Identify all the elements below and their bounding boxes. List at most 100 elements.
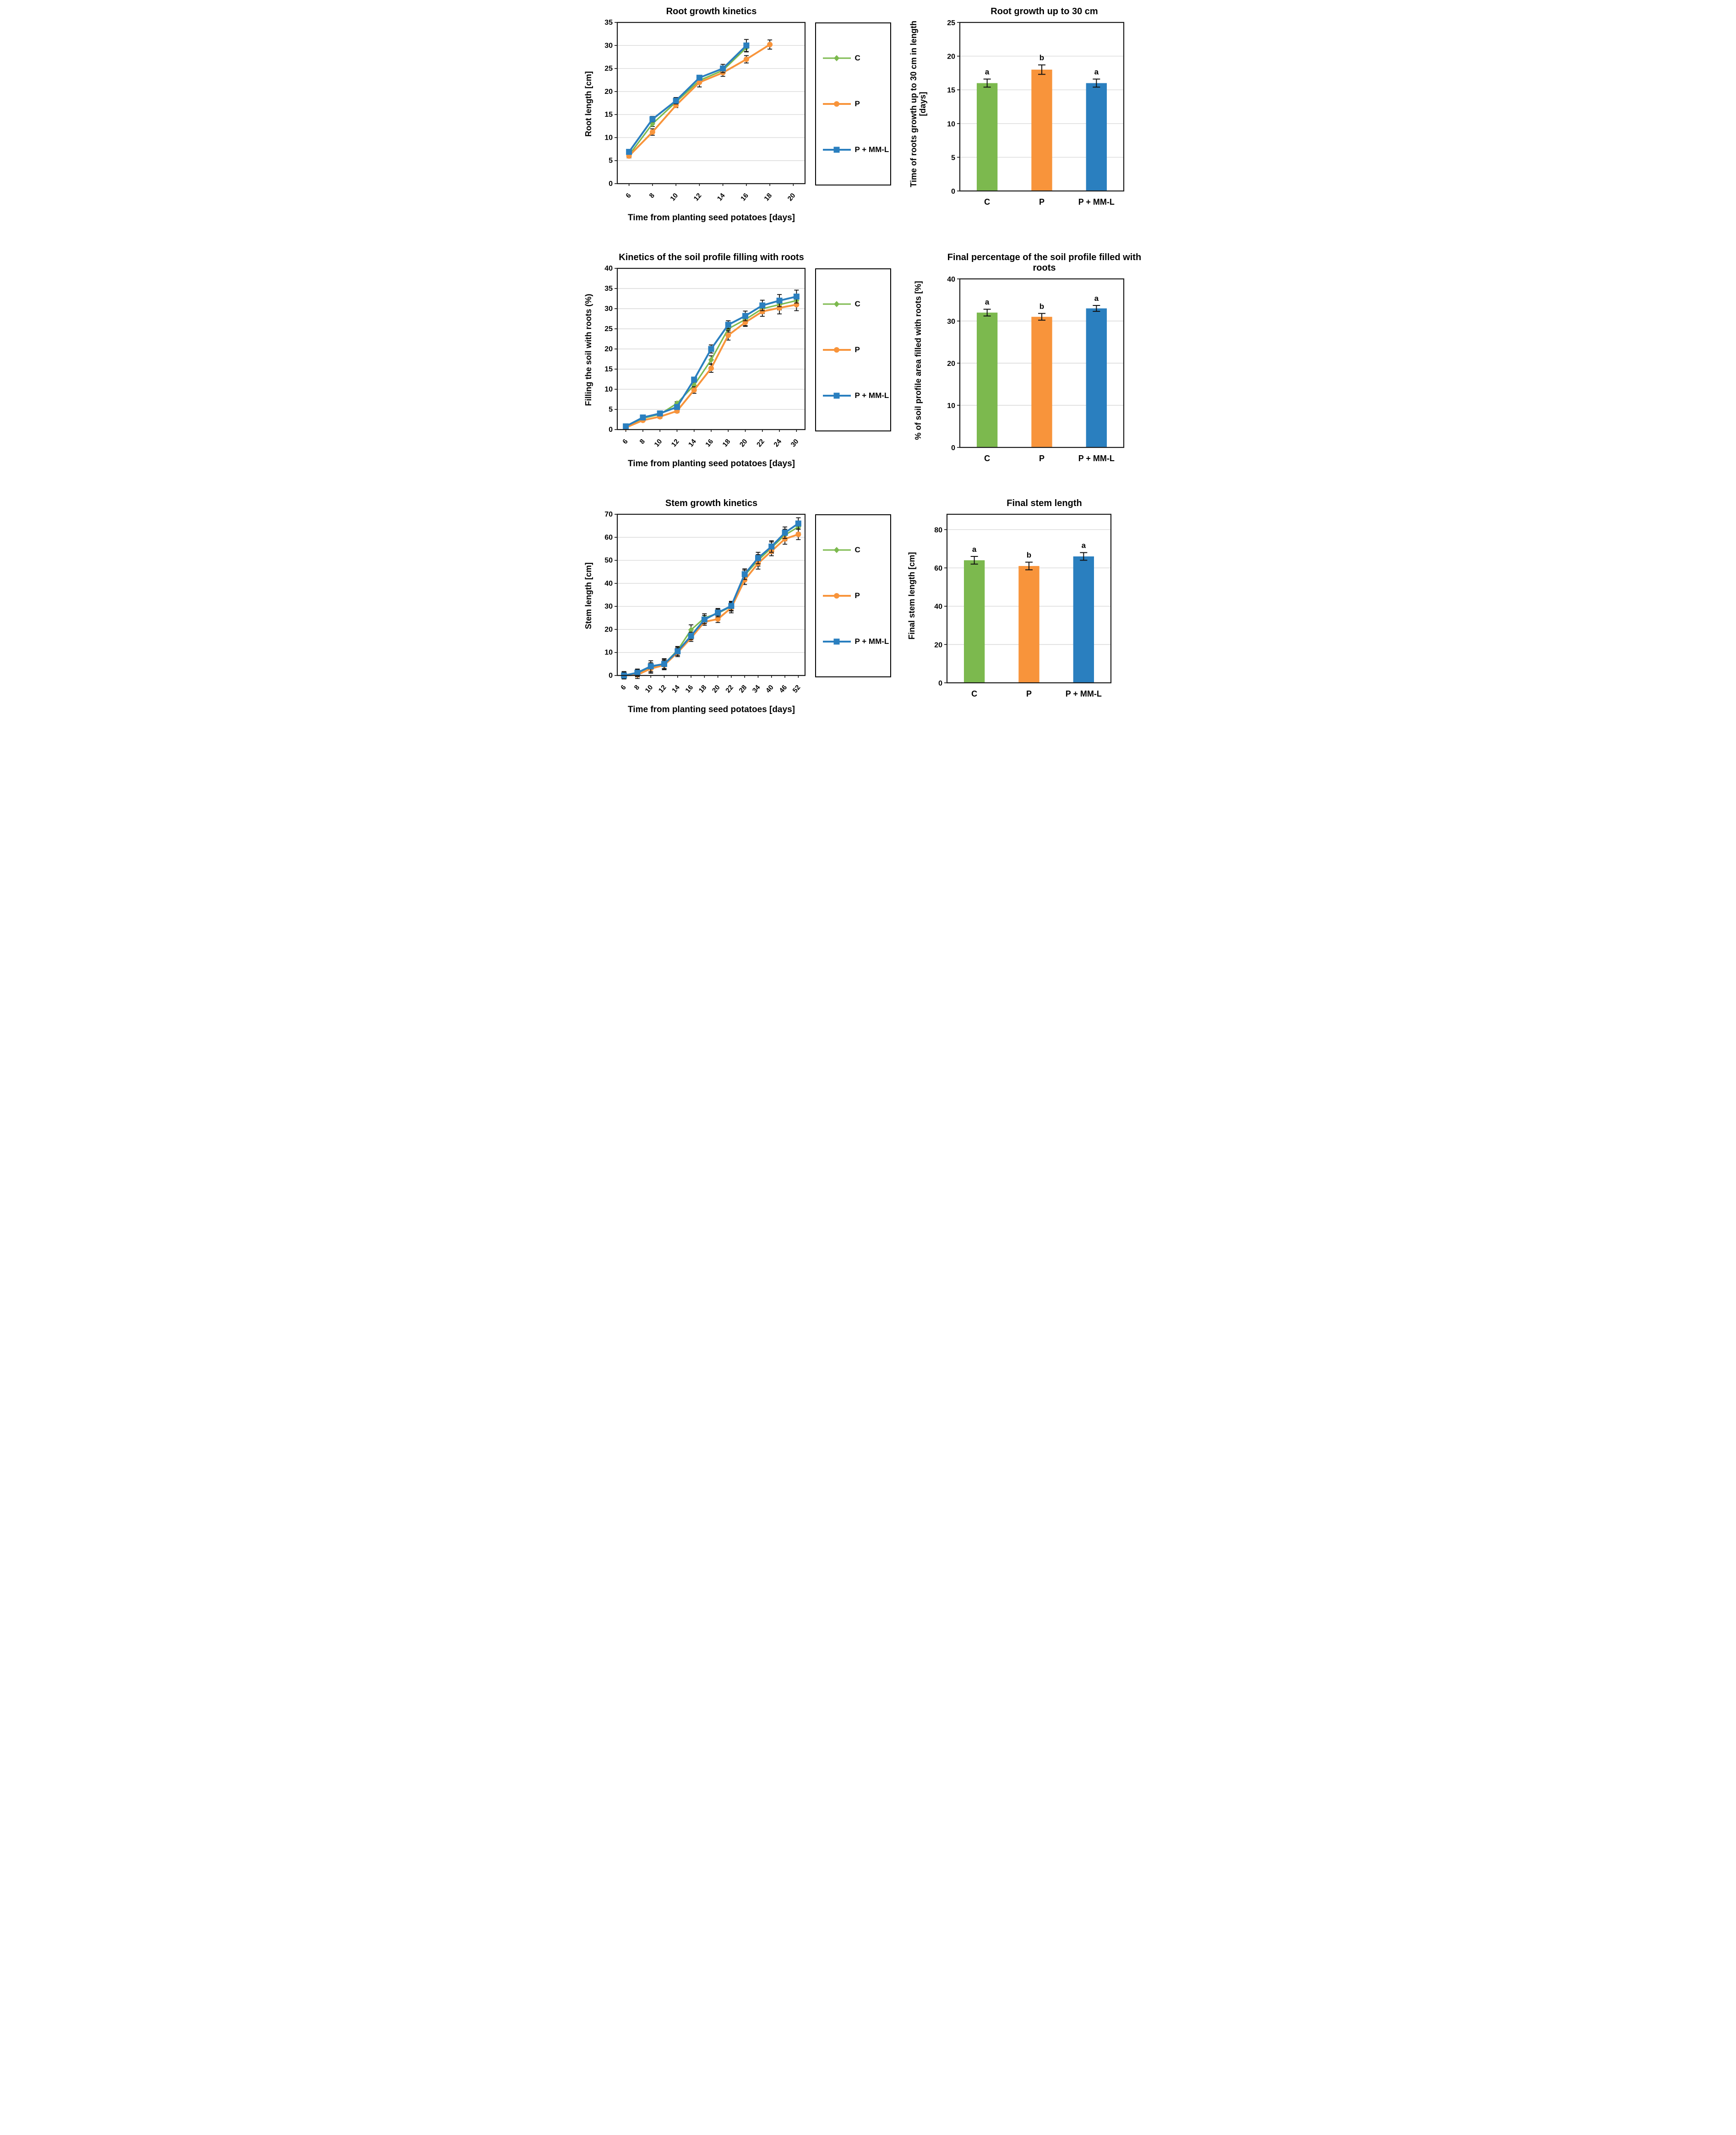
svg-text:C: C [984, 454, 990, 463]
svg-text:12: 12 [657, 684, 668, 695]
svg-text:20: 20 [604, 345, 613, 353]
svg-text:a: a [1094, 68, 1099, 76]
legend-item-c: C [822, 54, 890, 63]
square-marker-icon [822, 638, 851, 645]
svg-text:5: 5 [609, 157, 613, 165]
legend-item-c: C [822, 545, 890, 555]
x-axis-label: Time from planting seed potatoes [days] [628, 213, 795, 223]
svg-text:20: 20 [934, 641, 942, 649]
svg-text:52: 52 [791, 684, 802, 695]
svg-text:25: 25 [947, 19, 955, 27]
svg-text:22: 22 [724, 684, 735, 695]
chart-title: Root growth kinetics [666, 6, 757, 16]
svg-text:14: 14 [687, 437, 698, 448]
svg-text:20: 20 [710, 684, 721, 695]
legend-box: C P P + MM-L [815, 514, 891, 677]
soil-profile-filling-plot: 0 5 10 15 20 25 30 35 40 6 8 10 12 14 16 18 20 22 24 30 [604, 265, 805, 449]
legend-label: P [854, 591, 860, 600]
svg-text:8: 8 [648, 192, 656, 200]
svg-text:P + MM-L: P + MM-L [1078, 454, 1114, 463]
final-stem-length-plot: 0 20 40 60 80 a Cb Pa P + MM-L [934, 513, 1111, 698]
svg-text:40: 40 [934, 603, 942, 611]
svg-text:40: 40 [604, 265, 613, 272]
svg-text:15: 15 [947, 87, 955, 94]
svg-text:28: 28 [737, 684, 748, 695]
panel-soil-profile-filling-kinetics: Kinetics of the soil profile filling wit… [582, 252, 905, 469]
panel-root-growth-kinetics: Root growth kinetics Root length [cm] 0 5… [582, 6, 905, 223]
legend-box: C P P + MM-L [815, 268, 891, 431]
y-axis-label: % of soil profile area filled with roots… [913, 281, 923, 440]
svg-text:10: 10 [643, 684, 654, 695]
svg-text:40: 40 [947, 276, 955, 283]
svg-text:46: 46 [778, 684, 789, 695]
svg-text:P + MM-L: P + MM-L [1078, 197, 1114, 207]
legend-label: P + MM-L [854, 637, 889, 646]
legend-label: P + MM-L [854, 145, 889, 154]
y-axis-label: Final stem length [cm] [907, 552, 916, 640]
diamond-marker-icon [822, 301, 851, 307]
svg-text:a: a [972, 545, 976, 554]
svg-text:5: 5 [951, 154, 955, 162]
chart-title: Kinetics of the soil profile filling wit… [619, 252, 804, 262]
chart-title: Stem growth kinetics [665, 498, 758, 508]
svg-text:10: 10 [604, 134, 613, 142]
svg-text:10: 10 [604, 386, 613, 393]
legend-item-p: P [822, 591, 890, 600]
legend-label: P + MM-L [854, 391, 889, 400]
svg-text:18: 18 [721, 438, 732, 449]
diamond-marker-icon [822, 547, 851, 553]
svg-text:C: C [984, 197, 990, 207]
svg-text:80: 80 [934, 526, 942, 534]
svg-text:15: 15 [604, 111, 613, 119]
chart-title: Final percentage of the soil profile fil… [947, 252, 1142, 273]
svg-text:10: 10 [947, 402, 955, 410]
legend-item-p-mm-l: P + MM-L [822, 145, 890, 154]
svg-text:60: 60 [934, 565, 942, 572]
svg-text:20: 20 [947, 360, 955, 368]
svg-text:20: 20 [786, 192, 797, 203]
svg-text:22: 22 [755, 438, 766, 449]
svg-text:20: 20 [947, 53, 955, 61]
svg-text:10: 10 [653, 438, 664, 449]
final-soil-profile-percentage-plot: 0 10 20 30 40 a Cb Pa P + MM-L [947, 276, 1124, 463]
svg-text:10: 10 [669, 192, 680, 203]
svg-text:5: 5 [609, 406, 613, 414]
svg-text:P + MM-L: P + MM-L [1065, 689, 1101, 698]
square-marker-icon [822, 392, 851, 399]
svg-text:a: a [1094, 294, 1099, 303]
legend-box: C P P + MM-L [815, 22, 891, 185]
svg-text:b: b [1039, 54, 1044, 62]
svg-text:20: 20 [604, 88, 613, 96]
circle-marker-icon [822, 593, 851, 599]
figure-page: Root growth kinetics Root length [cm] 0 5… [579, 0, 1158, 729]
svg-text:25: 25 [604, 65, 613, 73]
svg-text:6: 6 [619, 684, 627, 692]
circle-marker-icon [822, 101, 851, 107]
svg-text:a: a [985, 298, 989, 306]
svg-text:16: 16 [704, 438, 715, 449]
svg-text:35: 35 [604, 19, 613, 27]
svg-text:0: 0 [951, 444, 955, 452]
legend-item-p-mm-l: P + MM-L [822, 637, 890, 646]
svg-text:a: a [1081, 541, 1086, 550]
svg-text:15: 15 [604, 365, 613, 373]
svg-text:a: a [985, 68, 989, 76]
chart-title: Final stem length [1007, 498, 1082, 508]
svg-text:35: 35 [604, 285, 613, 293]
root-growth-up-to-30cm-plot: 0 5 10 15 20 25 a Cb Pa P + MM-L [947, 19, 1124, 207]
svg-text:25: 25 [604, 325, 613, 333]
panel-final-soil-profile-percentage: Final percentage of the soil profile fil… [905, 252, 1158, 469]
svg-text:18: 18 [697, 684, 708, 695]
svg-text:24: 24 [772, 437, 783, 448]
svg-text:0: 0 [951, 188, 955, 196]
legend-label: C [854, 54, 860, 62]
svg-text:12: 12 [669, 438, 680, 449]
legend-label: P [854, 99, 860, 108]
chart-title: Root growth up to 30 cm [990, 6, 1098, 16]
legend-label: C [854, 300, 860, 308]
svg-text:10: 10 [947, 120, 955, 128]
svg-text:10: 10 [604, 649, 613, 657]
svg-text:16: 16 [739, 192, 750, 203]
svg-text:6: 6 [621, 438, 629, 446]
